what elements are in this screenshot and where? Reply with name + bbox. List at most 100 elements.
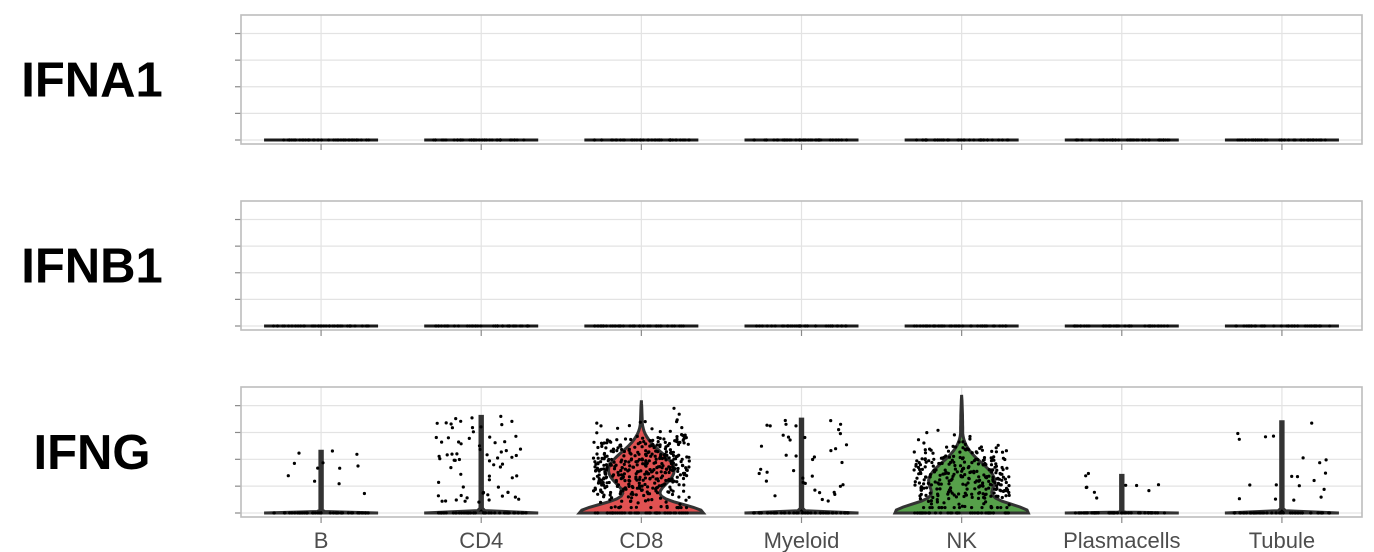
data-point (646, 324, 650, 328)
data-point (487, 498, 491, 502)
data-point (916, 511, 920, 515)
data-point (444, 499, 448, 503)
violin-myeloid (744, 417, 859, 515)
data-point (1000, 495, 1004, 500)
data-point (954, 511, 959, 515)
data-point (599, 441, 604, 445)
data-point (610, 138, 614, 142)
data-point (654, 511, 659, 515)
data-point (965, 487, 969, 491)
data-point (933, 480, 937, 484)
data-point (1237, 497, 1241, 501)
data-point (594, 468, 598, 472)
data-point (343, 138, 348, 142)
data-point (1003, 457, 1007, 462)
data-point (955, 470, 959, 474)
data-point (648, 444, 652, 448)
data-point (803, 435, 807, 440)
data-point (924, 511, 928, 515)
data-point (1096, 511, 1100, 515)
data-point (640, 488, 644, 492)
data-point (940, 461, 944, 465)
data-point (925, 324, 929, 328)
data-point (672, 324, 677, 328)
data-point (468, 324, 472, 328)
data-point (668, 468, 673, 472)
data-point (479, 425, 483, 429)
data-point (628, 324, 632, 328)
data-point (681, 324, 685, 328)
data-point (677, 453, 681, 457)
data-point (662, 453, 666, 457)
data-point (628, 511, 632, 515)
data-point (337, 482, 341, 486)
data-point (958, 464, 963, 468)
data-point (677, 412, 681, 416)
data-point (924, 475, 928, 479)
data-point (936, 324, 941, 328)
data-point (639, 138, 643, 142)
data-point (605, 465, 609, 469)
data-point (664, 478, 668, 483)
data-point (592, 138, 596, 142)
data-point (644, 453, 648, 458)
data-point (623, 467, 628, 471)
data-point (675, 418, 679, 422)
data-point (664, 445, 668, 449)
data-point (1311, 138, 1315, 142)
data-point (593, 486, 597, 490)
data-point (769, 511, 773, 515)
data-point (619, 469, 623, 473)
data-point (995, 468, 999, 472)
data-point (620, 499, 624, 503)
data-point (1007, 503, 1011, 507)
data-point (772, 138, 776, 142)
data-point (952, 472, 956, 476)
data-point (1327, 511, 1331, 515)
data-point (614, 463, 618, 467)
data-point (1007, 493, 1011, 497)
data-point (293, 138, 297, 142)
data-point (645, 490, 649, 494)
data-point (675, 480, 679, 484)
data-point (1308, 324, 1312, 328)
data-point (620, 466, 624, 470)
data-point (1272, 324, 1276, 328)
data-point (680, 511, 684, 515)
data-point (824, 511, 828, 515)
data-point (596, 461, 600, 465)
data-point (920, 467, 925, 471)
data-point (1292, 498, 1296, 502)
data-point (963, 442, 967, 446)
data-point (634, 475, 638, 479)
data-point (1162, 511, 1167, 515)
data-point (829, 449, 833, 453)
data-point (604, 324, 608, 328)
data-point (629, 457, 634, 461)
x-tick-label: B (314, 528, 329, 552)
data-point (676, 466, 680, 471)
data-point (332, 138, 336, 142)
data-point (471, 430, 475, 434)
data-point (844, 511, 848, 515)
data-point (1244, 511, 1249, 515)
data-point (613, 324, 618, 328)
data-point (635, 511, 639, 515)
data-point (654, 449, 658, 453)
data-point (990, 449, 994, 453)
data-point (918, 470, 923, 474)
data-point (938, 473, 942, 477)
data-point (671, 489, 675, 493)
data-point (439, 511, 443, 515)
data-point (634, 505, 639, 509)
data-point (1318, 461, 1322, 465)
data-point (978, 446, 982, 450)
data-point (658, 465, 662, 469)
data-point (1000, 465, 1004, 470)
data-point (1245, 324, 1249, 328)
data-point (678, 502, 682, 506)
data-point (912, 324, 916, 328)
data-point (615, 511, 620, 515)
data-point (660, 456, 664, 461)
data-point (962, 138, 966, 142)
